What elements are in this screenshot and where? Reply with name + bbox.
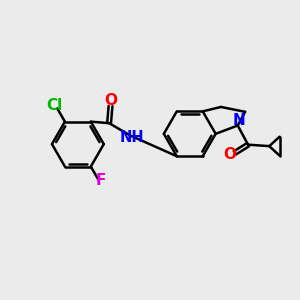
Text: NH: NH bbox=[119, 130, 144, 146]
Text: O: O bbox=[104, 93, 117, 108]
Text: O: O bbox=[223, 147, 236, 162]
Text: Cl: Cl bbox=[46, 98, 62, 113]
Text: N: N bbox=[233, 113, 246, 128]
Text: F: F bbox=[96, 173, 106, 188]
